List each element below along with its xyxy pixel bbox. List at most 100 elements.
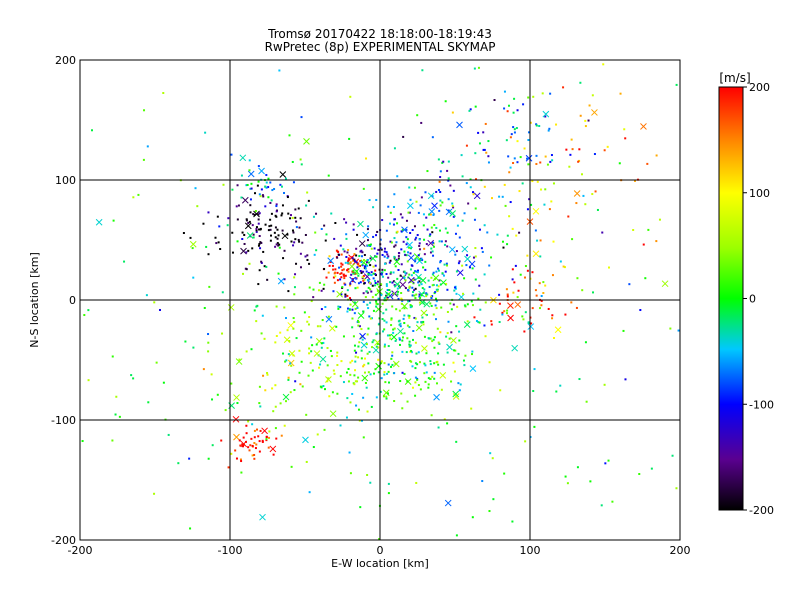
data-point <box>368 273 371 276</box>
data-point <box>506 110 509 113</box>
data-point <box>246 183 249 186</box>
data-point <box>434 318 437 321</box>
data-point <box>158 308 161 311</box>
data-point <box>260 261 263 264</box>
data-point <box>403 307 406 310</box>
data-point <box>408 299 411 302</box>
data-point <box>362 275 365 278</box>
x-tick-label: -100 <box>218 544 243 557</box>
data-point <box>405 243 408 246</box>
data-point <box>289 214 292 217</box>
data-point <box>513 157 516 160</box>
data-point <box>413 186 416 189</box>
data-point <box>293 241 296 244</box>
data-point <box>538 282 541 285</box>
data-point <box>276 237 279 240</box>
data-point <box>341 286 344 289</box>
data-point <box>353 344 356 347</box>
data-point <box>449 302 452 305</box>
data-point <box>351 280 354 283</box>
data-point <box>364 357 367 360</box>
data-point <box>454 287 457 290</box>
data-point <box>147 401 150 404</box>
data-point <box>293 276 296 279</box>
data-point <box>372 339 375 342</box>
data-point <box>357 408 360 411</box>
data-point <box>273 187 276 190</box>
data-point <box>408 186 411 189</box>
data-point <box>457 352 460 355</box>
data-point <box>400 263 403 266</box>
data-point <box>386 257 389 260</box>
data-point <box>512 126 515 129</box>
data-point <box>257 165 260 168</box>
data-point <box>412 282 415 285</box>
data-point <box>255 443 258 446</box>
data-point <box>370 317 373 320</box>
data-point <box>516 296 519 299</box>
data-point <box>603 149 606 152</box>
data-point <box>375 302 378 305</box>
data-point <box>287 376 290 379</box>
data-point <box>396 230 399 233</box>
data-point <box>456 305 459 308</box>
data-point <box>429 213 432 216</box>
data-point <box>325 233 328 236</box>
data-point <box>446 351 449 354</box>
data-point <box>421 316 424 319</box>
data-point <box>264 223 267 226</box>
data-point <box>339 272 342 275</box>
data-point <box>372 309 375 312</box>
data-point <box>390 241 393 244</box>
data-point <box>511 278 514 281</box>
data-point <box>410 351 413 354</box>
data-point <box>269 228 272 231</box>
data-point <box>401 216 404 219</box>
data-point <box>407 288 410 291</box>
data-point <box>383 373 386 376</box>
data-point <box>442 363 445 366</box>
data-point <box>548 208 551 211</box>
data-point <box>142 158 145 161</box>
data-point <box>87 379 90 382</box>
data-point <box>551 159 554 162</box>
data-point <box>410 274 413 277</box>
data-point-cross <box>358 240 366 247</box>
data-point <box>511 227 514 230</box>
data-point <box>318 366 321 369</box>
data-point <box>277 272 280 275</box>
data-point <box>425 292 428 295</box>
data-point <box>435 307 438 310</box>
data-point <box>478 284 481 287</box>
data-point <box>402 240 405 243</box>
data-point <box>395 241 398 244</box>
data-point-cross <box>427 239 435 247</box>
data-point <box>292 181 295 184</box>
data-point <box>253 213 256 216</box>
data-point-cross <box>259 513 266 521</box>
data-point <box>222 183 225 186</box>
data-point-cross <box>95 218 103 226</box>
data-point <box>421 287 424 290</box>
data-point <box>387 370 390 373</box>
data-point <box>240 471 243 474</box>
data-point <box>511 520 514 523</box>
data-point <box>260 260 263 263</box>
data-point <box>400 248 403 251</box>
data-point <box>278 69 281 72</box>
data-point <box>477 131 480 134</box>
data-point <box>290 364 293 367</box>
data-point <box>241 237 244 240</box>
data-point <box>548 127 551 130</box>
data-point <box>412 279 415 282</box>
data-point <box>346 251 349 254</box>
data-point <box>291 160 294 163</box>
data-point <box>357 262 360 265</box>
data-point <box>327 174 330 177</box>
data-point <box>250 182 253 185</box>
data-point <box>366 291 369 294</box>
data-point <box>336 271 339 274</box>
data-point <box>406 324 409 327</box>
data-point <box>516 109 519 112</box>
data-point <box>447 177 450 180</box>
